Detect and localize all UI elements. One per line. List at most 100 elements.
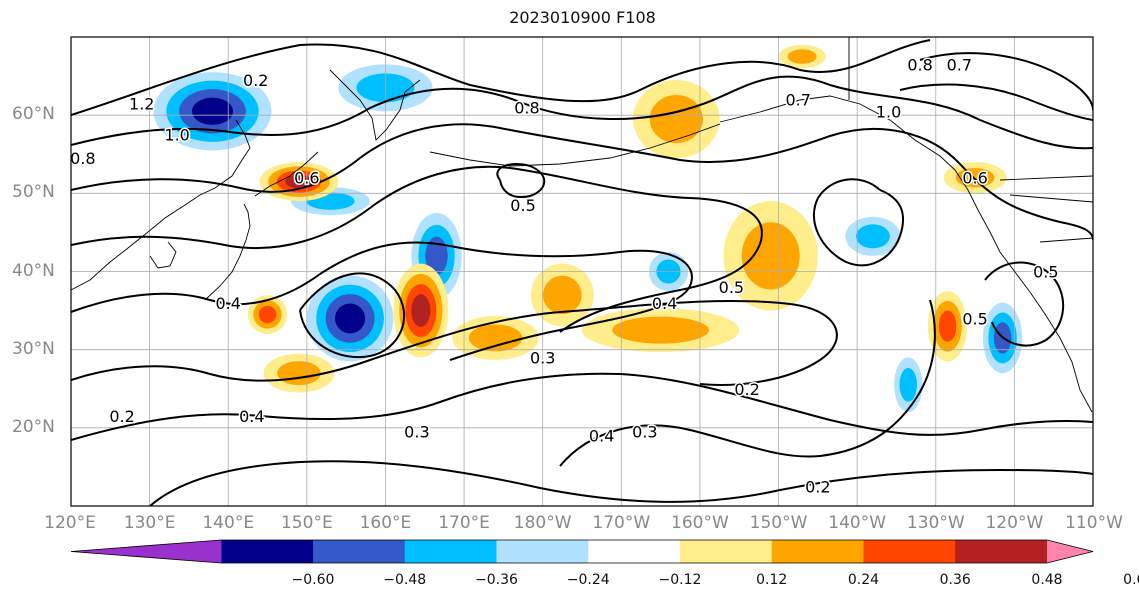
colorbar-segment <box>221 540 314 563</box>
contour-label: 0.5 <box>962 309 987 328</box>
anomaly-level <box>285 174 313 189</box>
anomaly-level <box>258 305 277 324</box>
contour-line <box>71 300 838 386</box>
positive-anomaly-region <box>943 162 1007 194</box>
anomaly-shading <box>153 44 1023 413</box>
negative-anomaly-region <box>894 357 923 413</box>
longitude-label: 150°E <box>280 513 333 533</box>
contour-line <box>813 178 905 267</box>
longitude-label: 150°W <box>749 513 808 533</box>
latitude-label: 40°N <box>12 260 55 281</box>
colorbar-tick-label: −0.36 <box>475 572 518 588</box>
contour-label: 0.3 <box>404 423 429 442</box>
anomaly-level <box>277 361 321 386</box>
contour-label: 0.7 <box>947 55 972 74</box>
contour-label: 0.2 <box>109 407 134 426</box>
colorbar-segment <box>312 540 406 563</box>
positive-anomaly-region <box>633 79 720 159</box>
anomaly-level <box>938 310 957 342</box>
longitude-label: 140°E <box>202 513 255 533</box>
anomaly-level <box>542 275 582 315</box>
contour-label: 0.5 <box>510 196 535 215</box>
colorbar-tick-label: 0.60 <box>1123 572 1139 588</box>
colorbar-outline <box>70 539 1094 564</box>
contour-line <box>559 299 936 467</box>
anomaly-level <box>649 95 703 144</box>
anomaly-level <box>955 168 995 188</box>
contour-labels: 1.2 1.0 0.8 0.2 0.8 0.6 0.5 0.4 0.4 0.5 0.3 0.2 0.3 0… <box>70 54 1060 498</box>
colorbar-extend-low <box>71 540 222 563</box>
longitude-label: 160°E <box>359 513 412 533</box>
colorbar-extend-high <box>1047 540 1093 563</box>
latitude-label: 60°N <box>12 104 55 125</box>
asia-coastline <box>71 119 251 291</box>
contour-label: 0.2 <box>734 380 759 399</box>
contour-label: 0.4 <box>239 407 264 426</box>
alaska-outline <box>719 95 956 171</box>
contour-label: 0.5 <box>719 278 744 297</box>
contour-label: 0.6 <box>294 169 319 188</box>
anomaly-level <box>899 368 917 402</box>
anomaly-level <box>335 303 366 334</box>
canada-interior-border <box>999 175 1093 243</box>
contour-line <box>71 372 1093 441</box>
longitude-label: 120°W <box>985 513 1044 533</box>
contour-line <box>149 460 1093 506</box>
contour-line <box>899 83 1093 121</box>
contour-line <box>496 162 546 198</box>
contour-label: 0.8 <box>70 149 95 168</box>
longitude-label: 120°E <box>44 513 96 533</box>
colorbar-segment <box>679 540 773 563</box>
colorbar <box>70 539 1094 564</box>
contour-label: 1.2 <box>129 94 154 113</box>
north-america-west-coast <box>954 169 1093 413</box>
anomaly-level <box>468 324 523 352</box>
contour-label: 0.5 <box>1033 263 1058 282</box>
contour-label: 0.4 <box>589 427 614 446</box>
contour-line <box>984 261 1064 347</box>
contour-line <box>299 272 405 359</box>
contour-label: 0.4 <box>652 294 677 313</box>
colorbar-segment <box>588 540 681 563</box>
colorbar-segment <box>496 540 589 563</box>
contour-line <box>919 52 1093 111</box>
contour-label: 0.6 <box>962 169 987 188</box>
colorbar-tick-label: 0.48 <box>1031 572 1063 588</box>
negative-anomaly-region <box>306 275 394 362</box>
contour-label: 0.3 <box>632 423 657 442</box>
colorbar-tick-label: −0.24 <box>566 572 610 588</box>
height-contours <box>71 39 1093 506</box>
contour-line <box>71 241 693 361</box>
longitude-label: 160°W <box>671 513 729 533</box>
anomaly-level <box>612 316 709 344</box>
contour-label: 0.3 <box>530 348 555 367</box>
positive-anomaly-region <box>723 201 818 311</box>
contour-label: 0.8 <box>514 98 539 117</box>
longitude-label: 110°W <box>1065 513 1123 533</box>
colorbar-tick-label: 0.12 <box>756 572 788 588</box>
longitude-label: 170°E <box>438 513 490 533</box>
colorbar-tick-label: 0.36 <box>939 572 971 588</box>
anomaly-level <box>411 294 431 327</box>
colorbar-tick-label: −0.12 <box>658 572 702 588</box>
contour-label: 0.4 <box>216 294 241 313</box>
colorbar-segment <box>404 540 497 563</box>
contour-line <box>71 123 1093 241</box>
map-title: 2023010900 F108 <box>509 8 656 27</box>
colorbar-segment <box>955 540 1048 563</box>
contour-line <box>71 165 763 333</box>
map-frame <box>70 36 1094 507</box>
colorbar-segment <box>863 540 956 563</box>
latitude-label: 30°N <box>12 338 55 359</box>
positive-anomaly-region <box>582 308 740 353</box>
contour-label: 0.7 <box>785 91 810 110</box>
colorbar-tick-label: 0.24 <box>847 572 880 588</box>
longitude-label: 130°E <box>123 513 176 533</box>
colorbar-tick-label: −0.60 <box>291 572 335 588</box>
latitude-label: 20°N <box>12 416 55 437</box>
latitude-label: 50°N <box>12 182 55 203</box>
positive-anomaly-region <box>778 44 826 69</box>
colorbar-tick-label: −0.48 <box>383 572 427 588</box>
contour-label: 0.2 <box>243 71 268 90</box>
